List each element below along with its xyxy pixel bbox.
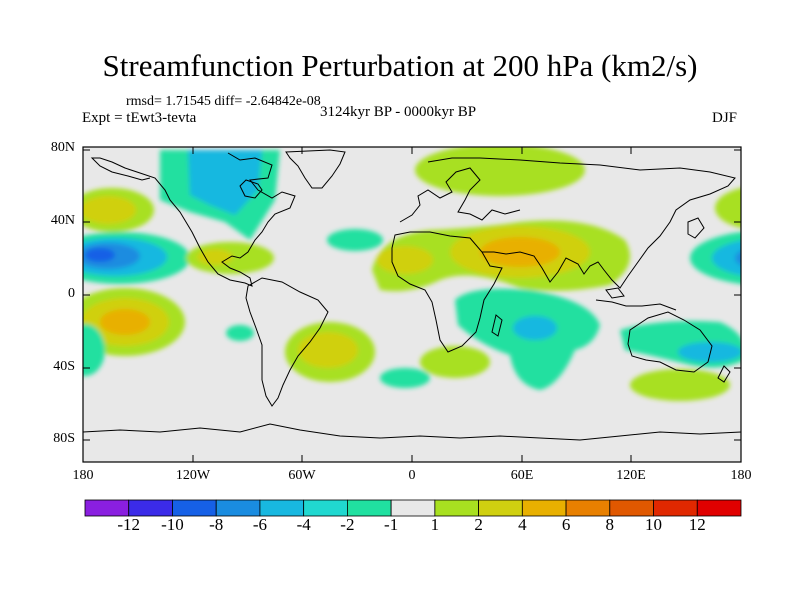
colorbar-label: -1 [384,515,399,534]
colorbar-swatch [434,499,480,517]
colorbar-swatch [303,499,348,517]
colorbar-label: 12 [688,515,706,534]
x-tick-label: 60E [510,468,534,483]
anomaly-south-atlantic-high [285,322,375,382]
coast-south-america [245,277,329,407]
colorbar-swatch [565,499,611,517]
colorbar-swatch [84,499,130,517]
colorbar-label: -2 [340,515,355,534]
anomaly-west-pacific-low [690,231,741,285]
colorbar-label: 4 [518,515,527,534]
anomaly-australia-low [83,321,741,376]
coast-antarctica [82,423,742,441]
colorbar-label: 8 [605,515,615,534]
y-tick-label: 80S [53,431,75,446]
colorbar-label: 10 [645,515,663,534]
stats-label: rmsd= 1.71545 diff= -2.64842e-08 [126,94,321,109]
colorbar-label: -12 [117,515,141,534]
coastlines [82,149,742,441]
experiment-label: Expt = tEwt3-tevta [82,110,197,126]
colorbar-swatch [259,499,305,517]
x-tick-label: 60W [288,468,316,483]
coast-north-america [90,152,296,287]
coast-australia [627,311,713,373]
colorbar-label: 1 [430,515,440,534]
anomaly-sh-pacific-high [83,288,185,356]
colorbar-swatch [390,499,436,517]
colorbar-swatch [521,499,567,517]
anomaly-southern-ocean-high [380,346,730,401]
y-tick-label: 40S [53,359,75,374]
anomaly-eurasia-high [415,147,585,196]
x-tick-label: 0 [408,468,416,483]
colorbar-swatch [346,499,392,517]
season-label: DJF [712,110,738,126]
colorbar-label: -6 [252,515,267,534]
coast-indonesia [595,287,677,311]
x-tick-label: 180 [72,468,94,483]
coast-madagascar [491,314,503,337]
plot-title: Streamfunction Perturbation at 200 hPa (… [102,48,698,83]
colorbar-label: -4 [296,515,311,534]
colorbar-label: 2 [474,515,483,534]
coast-greenland [285,149,346,189]
anomaly-indian-ocean-low [455,288,600,390]
x-tick-label: 120W [175,468,211,483]
colorbar-label: 6 [561,515,571,534]
y-tick-label: 0 [68,286,75,301]
axis-ticks [83,147,741,462]
coast-japan [687,217,705,239]
colorbar-swatch [172,499,217,517]
colorbar-swatch [128,499,173,517]
colorbar-swatch [609,499,654,517]
coast-hudson-bay [239,179,263,199]
colorbar-swatch [215,499,261,517]
colorbar-swatch [653,499,698,517]
coast-europe [399,167,521,223]
anomaly-ne-pacific-low [83,232,190,284]
coast-new-zealand [717,365,731,383]
anomaly-atlantic-low [226,229,383,341]
y-tick-label: 40N [50,213,75,228]
x-tick-label: 180 [730,468,752,483]
colorbar-swatch [696,499,742,517]
anomaly-nh-pacific-high [83,188,741,232]
coast-asia [427,157,736,289]
coast-africa [391,231,503,353]
anomaly-north-america-low [160,150,280,240]
x-tick-label: 120E [616,468,646,483]
period-label: 3124kyr BP - 0000kyr BP [320,104,477,120]
colorbar-swatch [478,499,523,517]
colorbar-label: -10 [161,515,184,534]
colorbar-label: -8 [209,515,224,534]
y-tick-label: 80N [50,140,75,155]
